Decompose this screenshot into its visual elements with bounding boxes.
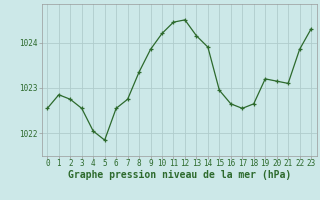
X-axis label: Graphe pression niveau de la mer (hPa): Graphe pression niveau de la mer (hPa) — [68, 170, 291, 180]
